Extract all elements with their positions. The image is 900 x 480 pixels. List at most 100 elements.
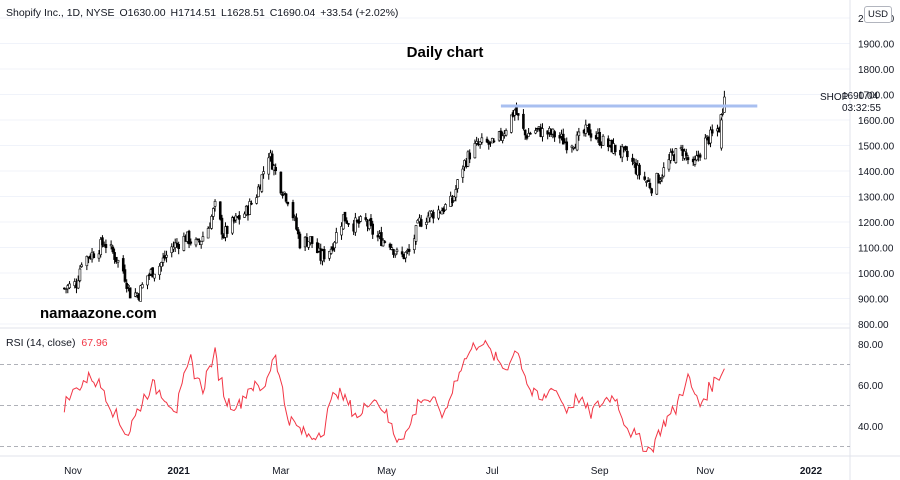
price-tick-label: 1300.00 [858,193,895,204]
candle-body [523,129,527,136]
candle-body [161,257,165,263]
chart-title: Daily chart [0,44,900,61]
time-tick-label: May [377,466,396,477]
candle-body [328,251,331,259]
candle-body [121,258,125,272]
time-tick-label: Jul [486,466,499,477]
candle-body [333,242,336,249]
price-tag-countdown: 03:32:55 [842,103,881,114]
candle-body [307,241,310,248]
price-tag-value: 1690.04 [842,91,879,102]
candle-body [643,176,646,180]
candle-body [335,232,338,244]
candle-body [561,133,565,145]
candle-body [381,239,385,247]
candle-body [286,201,290,205]
grid-lines [0,17,850,325]
candle-body [553,131,556,138]
candle-body [99,239,103,256]
candles [63,90,726,302]
rsi-tick-label: 60.00 [858,381,883,392]
candle-body [85,256,89,267]
candle-body [182,236,186,251]
candle-body [231,217,234,234]
currency-button[interactable]: USD [864,6,892,23]
candle-body [250,202,253,205]
candle-body [686,157,690,161]
candle-body [175,242,179,245]
candle-body [116,260,120,263]
candle-body [558,135,562,139]
candle-body [111,246,115,253]
candle-body [704,137,707,160]
candle-body [648,182,652,189]
candle-body [428,210,432,219]
candle-body [104,244,108,248]
candle-body [393,253,397,256]
candle-body [187,230,191,245]
rsi-label: RSI (14, close) [6,337,76,349]
candle-body [248,201,252,215]
candle-body [170,246,174,253]
candle-body [509,114,513,133]
candle-body [522,113,525,129]
candle-body [80,264,83,267]
candle-body [638,164,641,176]
candle-body [139,285,142,302]
candle-body [201,236,205,242]
candle-body [199,241,203,245]
candle-body [587,123,591,136]
candle-body [146,275,149,286]
candle-body [475,141,478,144]
candle-body [128,287,132,299]
candle-body [515,107,518,115]
candle-body [257,186,260,198]
price-tick-label: 1100.00 [858,244,894,255]
candle-body [525,135,529,139]
candle-body [535,127,539,130]
candle-body [660,177,664,180]
candle-body [456,179,459,189]
candle-body [329,248,333,254]
candle-body [584,124,588,134]
candle-body [414,225,418,242]
time-tick-label: Sep [591,466,609,477]
candle-body [255,197,258,204]
candle-body [419,219,423,227]
candle-body [480,137,484,143]
candle-body [720,119,723,149]
candle-body [315,242,319,254]
candle-body [354,217,357,233]
candle-body [404,252,407,259]
candle-body [343,211,347,222]
candle-body [392,249,395,255]
candle-body [291,202,295,219]
price-tick-label: 900.00 [858,295,889,306]
candle-body [645,181,648,183]
candle-body [371,223,375,235]
candle-body [461,168,465,178]
time-tick-label: 2021 [168,466,191,477]
candle-body [527,133,530,137]
rsi-tick-label: 40.00 [858,422,883,433]
price-tick-label: 1200.00 [858,218,895,229]
candle-body [364,217,368,220]
candle-body [218,201,222,220]
candle-body [400,251,404,255]
candle-body [310,236,314,244]
candle-body [412,238,416,250]
candle-body [537,126,541,129]
candle-body [650,188,653,194]
candle-body [407,248,411,252]
candle-body [331,246,335,251]
candle-body [570,145,574,148]
candle-body [667,159,671,170]
candle-body [626,150,629,158]
candle-body [295,217,298,230]
time-tick-label: Nov [64,466,82,477]
candle-body [101,237,104,246]
candle-body [274,167,277,172]
candle-body [284,193,288,202]
candle-body [440,210,444,215]
